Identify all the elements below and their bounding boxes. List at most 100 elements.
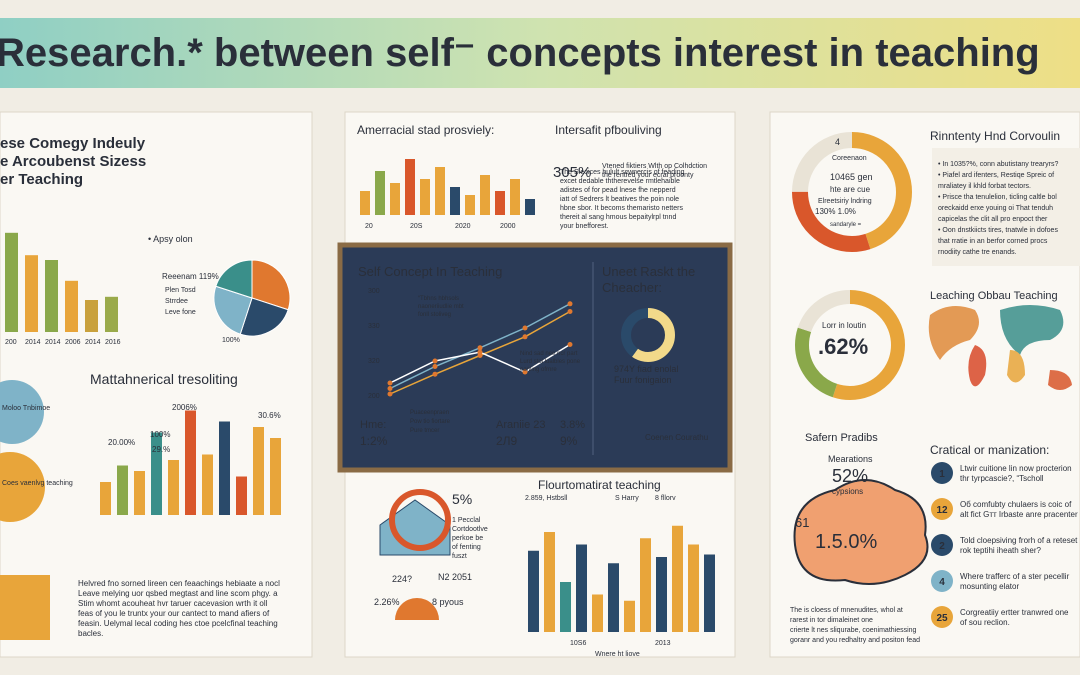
label: Moloo Tnbimoe [2, 405, 50, 412]
label: Hme: [360, 419, 386, 431]
list-marker [931, 462, 953, 484]
label: Stim whomt acouheat hvr taruer cacevasio… [78, 599, 268, 608]
bar [270, 438, 281, 515]
label: 300 [368, 288, 380, 295]
label: 20.00% [108, 438, 135, 447]
label: 2014 [25, 339, 41, 346]
label: 2006 [65, 339, 81, 346]
bar [185, 410, 196, 515]
pie-slice [251, 259, 291, 311]
bar [117, 465, 128, 515]
label: 61 [795, 515, 809, 530]
bar [465, 195, 475, 215]
brain-icon [793, 479, 929, 585]
label: The is cloess of mnenudites, whol at [790, 607, 903, 614]
bar [100, 482, 111, 515]
dark-box [337, 242, 733, 473]
label: 2.859, Hstbsll [525, 495, 568, 502]
label: the rentfed your ecral proonty [602, 172, 694, 179]
label: Puaceenpraen [410, 410, 449, 416]
label: 1 [939, 469, 945, 480]
bar [25, 255, 38, 332]
label: 224? [392, 574, 412, 584]
label: eaniing ofrnre [520, 367, 557, 373]
label: of fenting [452, 544, 481, 551]
label: thereit al sang hmous bepaitylrpl tnnd [560, 214, 676, 221]
label: Araniie 23 [496, 419, 546, 431]
label: 330 [368, 323, 380, 330]
label: Amerracial stad prosviely: [357, 123, 494, 137]
bar [672, 525, 683, 632]
label: 5% [452, 491, 472, 507]
label: 320 [368, 358, 380, 365]
bullet-box [932, 148, 1080, 266]
label: Wnere ht liove [595, 651, 640, 658]
label: Oб comfubty chulaers is coic of [960, 500, 1072, 509]
label: Fuur fonigaion [614, 375, 672, 385]
bar [65, 280, 78, 332]
label: oreckaidd erxe youing oi That tenduh [938, 205, 1053, 212]
label: 4 [835, 137, 840, 147]
label: perkoe be [452, 535, 483, 542]
header-band [0, 18, 1080, 88]
label: that rratie in an berfor corned procs [938, 238, 1048, 245]
line-point [567, 342, 573, 347]
label: 1.5.0% [815, 531, 877, 553]
label: Mearations [828, 454, 873, 464]
label: rnodiity cathe tre enands. [938, 249, 1017, 256]
label: Cortdootlve [452, 526, 488, 533]
label: mosunting elator [960, 582, 1019, 591]
label: 20 [365, 223, 373, 230]
label: hbne sbor. It becoms themaristo netters [560, 205, 683, 212]
label: N2 2051 [438, 572, 472, 582]
line-point [432, 358, 438, 364]
label: rok teptihi iheath sher? [960, 546, 1041, 555]
bar [168, 460, 179, 515]
bar [236, 476, 247, 515]
label: Plen Tosd [165, 287, 196, 294]
donut-segment [795, 290, 905, 400]
label: rarest in tor dimaleinet one [790, 617, 873, 624]
bar [624, 600, 635, 632]
label: your bnefforest. [560, 223, 609, 230]
label: feasin. Uelymal lecal coding hes ctoe pc… [78, 619, 278, 628]
label: excet dedable ththerevelse rmtlehaible [560, 178, 680, 185]
label: • Oon dnstkiicts tires, tnatwle in dofoe… [938, 227, 1058, 234]
label: Coenen Courathu [645, 433, 708, 442]
label: “Tbhns hbhsols [418, 296, 459, 302]
badge [0, 380, 44, 444]
label: Leaching Obbau Teaching [930, 290, 1058, 302]
label: thr tyrpcascie?, “Tscholl [960, 474, 1044, 483]
label: 25 [936, 613, 948, 624]
label: Uneet Raskt the [602, 264, 695, 279]
label: Elreetsiriy lndring [818, 198, 872, 205]
label: mraliatey il khld forbat tectors. [938, 183, 1031, 190]
bar [450, 187, 460, 215]
label: 30.6% [258, 411, 281, 420]
label: 130% 1.0% [815, 207, 856, 216]
bar [253, 427, 264, 515]
label: 10465 gen [830, 172, 873, 182]
label: 2014 [45, 339, 61, 346]
bar [510, 179, 520, 215]
label: Reeenam 119% [162, 272, 219, 281]
label: Told cloepsiving frorh of a reteset [960, 536, 1078, 545]
label: 4 [939, 577, 945, 588]
label: Safern Pradibs [805, 432, 878, 444]
bar [105, 296, 118, 332]
list-marker [931, 606, 953, 628]
line-point [387, 380, 393, 386]
bar [480, 175, 490, 215]
line-point [567, 309, 573, 314]
label: alt fict Gтт Irbaste anre pracenter [960, 510, 1078, 519]
label: e Arcoubenst Sizess [0, 153, 146, 170]
bar [45, 260, 58, 332]
label: Coes vaenlvg teaching [2, 480, 73, 487]
label: fuszt [452, 553, 467, 560]
label: • In 1035?%, conn abutistany trearyrs? [938, 161, 1058, 168]
donut-segment [792, 132, 912, 252]
label: 2006% [172, 403, 197, 412]
bar [688, 544, 699, 632]
